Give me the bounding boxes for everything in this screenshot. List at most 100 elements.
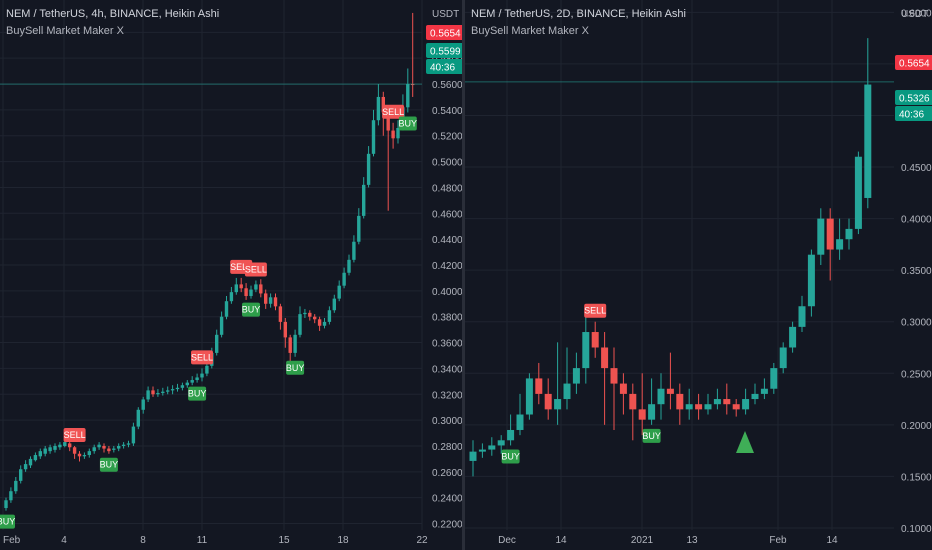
y-tick-label: 0.4000: [901, 215, 932, 226]
buy-signal-tag: [398, 116, 417, 131]
candle-body: [23, 464, 28, 470]
chart-pane-4h[interactable]: 0.60000.58000.56000.54000.52000.50000.48…: [0, 0, 462, 550]
candle-body: [244, 288, 248, 297]
y-tick-label: 0.5400: [432, 106, 462, 117]
candle-body: [102, 445, 106, 449]
price-label-box: [895, 90, 932, 105]
candle-body: [535, 378, 543, 394]
candle-body: [760, 388, 768, 394]
x-tick-label: 2021: [631, 535, 654, 546]
candle-body: [789, 326, 797, 348]
y-tick-label: 0.3000: [901, 318, 932, 329]
candle-body: [337, 285, 341, 299]
y-tick-label: 0.2400: [432, 494, 462, 505]
candle-body: [770, 368, 778, 389]
y-tick-label: 0.3200: [432, 390, 462, 401]
candle-body: [342, 272, 346, 286]
candle-body: [293, 334, 297, 353]
candle-body: [28, 458, 33, 466]
price-label-text: 0.5654: [899, 59, 930, 70]
buy-signal-label: BUY: [399, 118, 418, 128]
sell-signal-tag: [584, 303, 607, 318]
price-label-text: 0.5599: [430, 47, 461, 58]
candle-body: [582, 332, 590, 369]
buy-signal-label: BUY: [242, 305, 261, 315]
candle-body: [170, 389, 175, 391]
candle-body: [58, 444, 62, 448]
price-label-box: [426, 59, 462, 74]
chart-4h-canvas[interactable]: 0.60000.58000.56000.54000.52000.50000.48…: [0, 0, 462, 550]
sell-signal-label: SELL: [230, 262, 252, 272]
candle-body: [9, 491, 13, 501]
candle-body: [836, 239, 844, 250]
candle-body: [695, 404, 703, 410]
sell-signal-tag: [382, 104, 405, 119]
candle-body: [713, 399, 721, 405]
x-tick-label: Dec: [498, 535, 516, 546]
candle-body: [308, 312, 312, 317]
buy-signal-tag: [286, 360, 305, 375]
candle-body: [563, 383, 571, 400]
sell-signal-label: SELL: [191, 352, 213, 362]
candle-body: [259, 284, 263, 294]
candle-body: [798, 306, 806, 327]
price-label-box: [426, 43, 462, 58]
candle-body: [254, 284, 258, 290]
candle-body: [357, 215, 361, 242]
candle-body: [38, 451, 42, 457]
pane-divider[interactable]: [462, 0, 465, 550]
candle-body: [121, 444, 126, 446]
candle-body: [554, 399, 562, 410]
candle-body: [141, 399, 145, 410]
y-tick-label: 0.2600: [432, 468, 462, 479]
candle-body: [396, 127, 400, 139]
indicator-label[interactable]: BuySell Market Maker X: [471, 25, 589, 37]
buy-signal-tag: [501, 449, 520, 464]
candle-body: [43, 448, 47, 454]
candle-body: [327, 310, 332, 322]
candle-body: [268, 297, 273, 304]
candle-body: [48, 447, 52, 452]
indicator-label[interactable]: BuySell Market Maker X: [6, 25, 124, 37]
candle-body: [175, 387, 180, 390]
candle-body: [53, 445, 57, 450]
candle-body: [732, 404, 740, 410]
price-label-text: 0.5326: [899, 94, 930, 105]
candle-body: [273, 297, 278, 307]
candle-body: [381, 96, 385, 113]
x-tick-label: 8: [140, 535, 146, 546]
x-tick-label: 22: [416, 535, 428, 546]
chart-pane-2d[interactable]: 0.60000.55000.50000.45000.40000.35000.30…: [465, 0, 932, 550]
y-tick-label: 0.3000: [432, 416, 462, 427]
candle-body: [77, 453, 82, 457]
candle-body: [657, 388, 665, 405]
sell-signal-label: SELL: [64, 430, 86, 440]
candle-body: [406, 84, 410, 108]
candle-body: [278, 306, 283, 322]
candle-body: [516, 414, 524, 430]
sell-signal-label: SELL: [584, 306, 606, 316]
candle-body: [126, 443, 131, 445]
y-tick-label: 0.3800: [432, 313, 462, 324]
candle-body: [229, 292, 234, 302]
candle-body: [283, 321, 287, 338]
buy-signal-label: BUY: [286, 363, 305, 373]
candle-body: [112, 448, 116, 450]
candle-body: [362, 184, 366, 216]
buy-signal-tag: [0, 514, 15, 529]
candle-body: [249, 289, 253, 297]
y-tick-label: 0.2200: [432, 520, 462, 531]
y-tick-label: 0.4500: [901, 163, 932, 174]
y-tick-label: 0.2500: [901, 369, 932, 380]
y-tick-label: 0.6000: [901, 8, 932, 19]
candle-body: [195, 377, 199, 381]
candle-body: [704, 404, 712, 410]
candle-body: [72, 447, 77, 454]
candle-body: [317, 319, 322, 326]
price-label-text: 40:36: [899, 110, 924, 121]
candle-body: [638, 409, 646, 420]
candle-body: [33, 455, 38, 461]
currency-label: USDT: [901, 9, 928, 20]
chart-2d-canvas[interactable]: 0.60000.55000.50000.45000.40000.35000.30…: [465, 0, 932, 550]
